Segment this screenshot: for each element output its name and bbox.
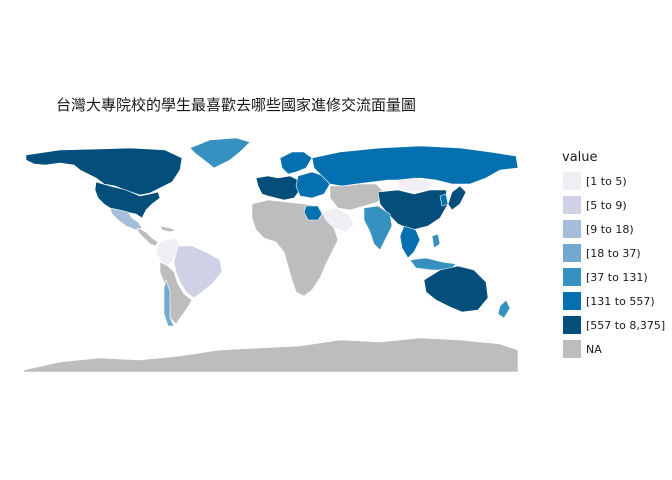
legend-swatch xyxy=(562,195,582,215)
legend-label: [9 to 18) xyxy=(586,222,634,236)
legend-item: [5 to 9) xyxy=(562,193,665,217)
legend-swatch xyxy=(562,171,582,191)
legend-item: [557 to 8,375] xyxy=(562,313,665,337)
region-colombia xyxy=(155,237,181,267)
region-egypt xyxy=(303,205,323,221)
region-scandinavia xyxy=(279,151,313,175)
legend-label: [18 to 37) xyxy=(586,246,641,260)
region-korea xyxy=(439,193,449,207)
legend-label: [131 to 557) xyxy=(586,294,655,308)
region-africa xyxy=(251,199,339,297)
region-mexico xyxy=(109,207,143,231)
legend-label: [5 to 9) xyxy=(586,198,627,212)
legend-title: value xyxy=(562,150,598,165)
legend-item: [37 to 131) xyxy=(562,265,665,289)
region-greenland xyxy=(189,137,251,169)
region-western-europe xyxy=(255,175,301,201)
region-brazil xyxy=(173,245,223,299)
region-southeast-asia xyxy=(399,225,421,259)
region-central-asia xyxy=(329,183,385,211)
region-philippines xyxy=(431,233,441,249)
region-new-zealand xyxy=(497,299,511,319)
region-japan xyxy=(447,185,467,211)
map-title: 台灣大專院校的學生最喜歡去哪些國家進修交流面量圖 xyxy=(56,96,417,114)
region-central-america xyxy=(137,225,177,247)
legend-swatch xyxy=(562,243,582,263)
region-united-states xyxy=(94,181,161,219)
legend-item: [131 to 557) xyxy=(562,289,665,313)
legend-item: [1 to 5) xyxy=(562,169,665,193)
region-mongolia xyxy=(397,177,433,193)
legend-item: NA xyxy=(562,337,665,361)
region-russia xyxy=(311,145,519,187)
region-australia xyxy=(423,265,489,313)
legend-item: [9 to 18) xyxy=(562,217,665,241)
legend-swatch xyxy=(562,339,582,359)
region-antarctica xyxy=(23,337,519,373)
legend-item: [18 to 37) xyxy=(562,241,665,265)
region-chile xyxy=(163,279,175,327)
region-middle-east xyxy=(321,207,355,233)
legend-swatch xyxy=(562,315,582,335)
legend-label: [1 to 5) xyxy=(586,174,627,188)
legend-label: NA xyxy=(586,342,602,356)
legend: value [1 to 5) [5 to 9) [9 to 18) [18 to… xyxy=(562,150,665,361)
legend-swatch xyxy=(562,219,582,239)
legend-swatch xyxy=(562,291,582,311)
legend-swatch xyxy=(562,267,582,287)
region-india xyxy=(363,205,393,251)
region-eastern-europe xyxy=(295,171,331,199)
legend-label: [37 to 131) xyxy=(586,270,648,284)
legend-label: [557 to 8,375] xyxy=(586,318,666,332)
